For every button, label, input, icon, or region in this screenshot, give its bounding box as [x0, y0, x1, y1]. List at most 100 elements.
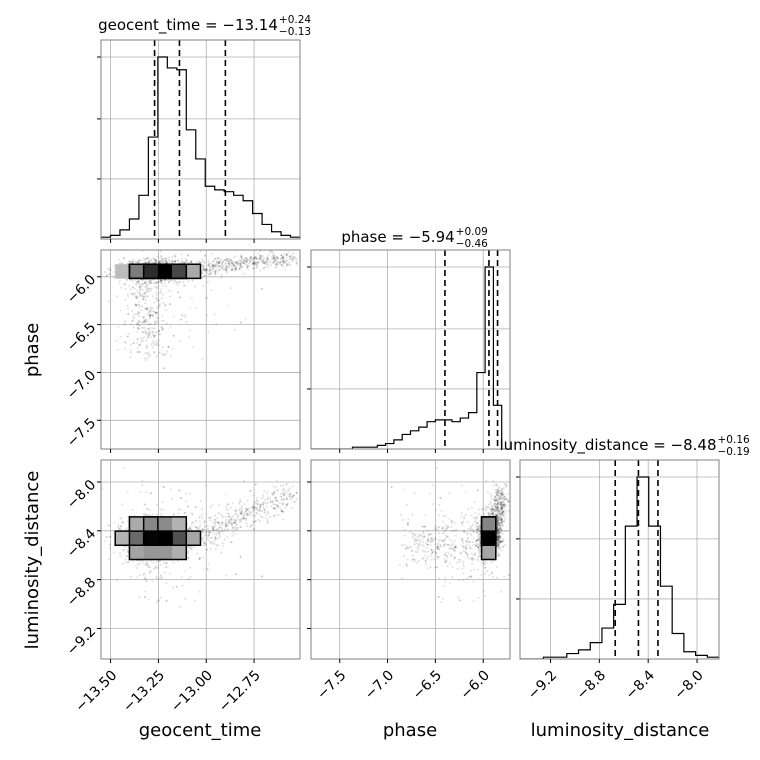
sample-point [261, 501, 264, 504]
sample-point [202, 265, 205, 268]
sample-point [248, 526, 251, 529]
sample-point [148, 317, 151, 320]
sample-point [107, 558, 110, 561]
sample-point [264, 499, 267, 502]
sample-point [153, 327, 156, 330]
sample-point [210, 263, 213, 265]
sample-point [183, 261, 186, 264]
sample-point [162, 319, 165, 322]
sample-point [261, 510, 264, 512]
sample-point [241, 261, 244, 264]
sample-point [167, 281, 170, 284]
sample-point [155, 344, 158, 347]
sample-point [273, 489, 276, 492]
sample-point [129, 288, 132, 291]
sample-point [231, 502, 234, 505]
sample-point [190, 547, 193, 550]
sample-point [108, 547, 111, 550]
sample-point [214, 257, 217, 260]
sample-point [233, 264, 235, 267]
panel-luminosity_distance-vs-geocent_time: −13.50 −13.25 −13.00 −12.75−9.2−8.8−8.4−8.0 [64, 459, 301, 715]
sample-point [157, 299, 160, 302]
sample-point [281, 256, 284, 259]
sample-point [180, 261, 183, 264]
sample-point [145, 333, 148, 335]
sample-point [245, 259, 248, 262]
sample-point [227, 529, 230, 532]
sample-point [266, 257, 269, 260]
sample-point [256, 264, 259, 267]
sample-point [279, 261, 282, 264]
sample-point [251, 259, 254, 262]
sample-point [118, 528, 121, 531]
sample-point [231, 268, 234, 271]
sample-point [279, 261, 281, 264]
sample-point [162, 561, 165, 564]
sample-point [138, 351, 141, 353]
sample-point [137, 320, 140, 323]
sample-point [214, 514, 217, 517]
sample-point [165, 322, 168, 325]
sample-point [167, 345, 170, 348]
sample-point [239, 262, 242, 265]
sample-point [155, 261, 158, 264]
sample-point [131, 261, 134, 264]
sample-point [272, 503, 275, 506]
sample-point [272, 261, 275, 264]
sample-point [158, 333, 161, 336]
sample-point [162, 367, 165, 370]
sample-point [127, 313, 130, 315]
sample-point [130, 292, 133, 295]
sample-point [132, 258, 135, 261]
sample-point [179, 508, 182, 511]
sample-point [288, 493, 291, 496]
sample-point [255, 262, 258, 265]
sample-point [199, 499, 202, 502]
sample-point [149, 314, 152, 316]
sample-point [275, 263, 278, 265]
sample-point [136, 322, 139, 324]
sample-point [131, 560, 134, 563]
sample-point [239, 321, 242, 324]
sample-point [226, 536, 228, 539]
sample-point [137, 279, 140, 282]
density-cell [172, 264, 187, 279]
sample-point [288, 255, 291, 258]
sample-point [137, 311, 140, 314]
sample-point [156, 311, 159, 314]
sample-point [119, 525, 122, 528]
sample-point [113, 521, 116, 524]
sample-point [150, 314, 153, 317]
sample-point [207, 516, 210, 519]
sample-point [244, 317, 247, 320]
sample-point [122, 257, 125, 260]
sample-point [251, 263, 254, 266]
sample-point [274, 264, 277, 266]
sample-point [190, 512, 193, 515]
sample-point [203, 520, 206, 523]
sample-point [154, 260, 157, 263]
sample-point [151, 314, 154, 317]
sample-point [156, 319, 159, 322]
sample-point [190, 524, 193, 526]
sample-point [281, 491, 284, 494]
sample-point [217, 537, 220, 540]
sample-point [224, 259, 227, 262]
sample-point [285, 263, 288, 265]
sample-point [185, 260, 188, 263]
sample-point [203, 254, 206, 257]
sample-point [271, 250, 274, 253]
sample-point [236, 514, 239, 517]
sample-point [240, 254, 243, 257]
sample-point [193, 526, 196, 529]
sample-point [238, 502, 241, 505]
sample-point [245, 260, 248, 263]
sample-point [266, 266, 269, 269]
sample-point [259, 255, 262, 258]
sample-point [262, 267, 265, 270]
y-tick-label: −7.0 [64, 367, 99, 402]
sample-point [148, 261, 151, 264]
sample-point [226, 259, 229, 262]
sample-point [143, 295, 146, 298]
sample-point [244, 510, 247, 513]
